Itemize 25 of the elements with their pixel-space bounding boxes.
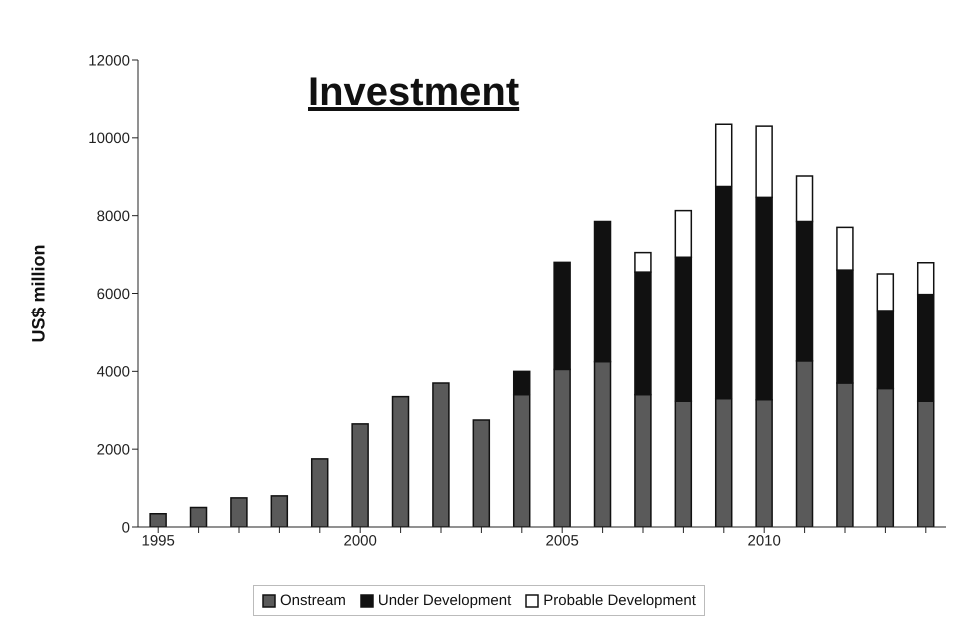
bar xyxy=(351,423,369,527)
x-tick-label: 2010 xyxy=(748,532,781,550)
legend-label: Under Development xyxy=(378,592,512,609)
bar xyxy=(472,419,490,527)
bar xyxy=(230,497,248,527)
y-tick-label: 2000 xyxy=(96,441,130,458)
chart-title: Investment xyxy=(308,70,520,115)
legend-label: Onstream xyxy=(280,592,346,609)
legend-label: Probable Development xyxy=(543,592,696,609)
x-tick-label: 1995 xyxy=(142,532,175,550)
y-tick-label: 8000 xyxy=(96,208,130,225)
bar xyxy=(432,382,450,527)
y-tick-label: 4000 xyxy=(96,364,130,381)
x-tick-label: 2000 xyxy=(344,532,377,550)
y-tick-label: 12000 xyxy=(88,52,130,70)
y-tick-label: 6000 xyxy=(96,286,130,303)
y-tick-label: 0 xyxy=(122,519,130,536)
bar xyxy=(392,396,410,527)
bar xyxy=(190,506,208,527)
bar xyxy=(149,513,167,527)
bar xyxy=(270,495,288,527)
y-axis-title: US$ million xyxy=(28,244,48,343)
y-tick-label: 10000 xyxy=(88,130,130,148)
x-tick-label: 2005 xyxy=(546,532,579,550)
bar xyxy=(310,458,328,527)
